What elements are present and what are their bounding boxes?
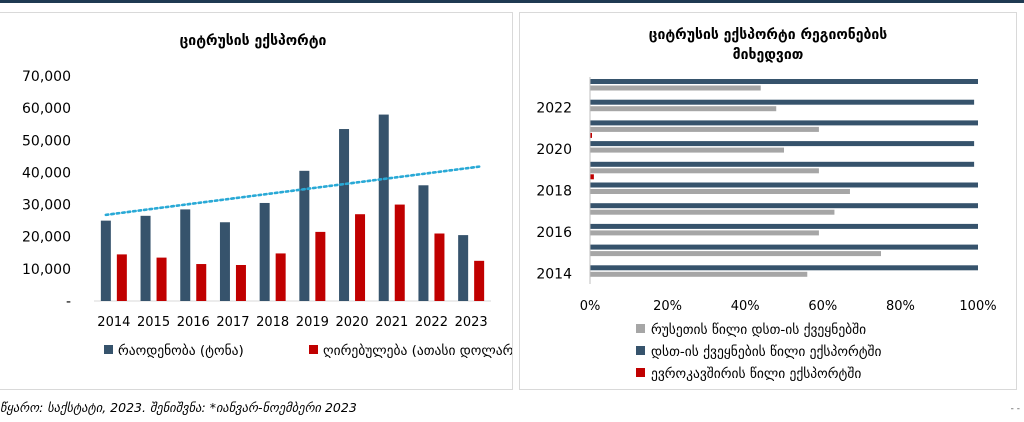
x-tick-label: 40% — [731, 299, 760, 314]
quantity-bar — [100, 220, 111, 301]
russia-share-bar — [590, 271, 808, 277]
y-tick-label: 70,000 — [22, 69, 71, 85]
quantity-bar — [378, 114, 389, 301]
x-tick-label: 2020 — [336, 315, 369, 330]
trend-line — [104, 165, 481, 217]
x-tick-label: 2017 — [216, 315, 249, 330]
quantity-bar — [180, 209, 191, 301]
x-tick-label: 2023 — [455, 315, 488, 330]
y-tick-label: 40,000 — [22, 165, 71, 181]
chart-title: ციტრუსის ექსპორტი — [180, 33, 327, 49]
x-tick-label: 2021 — [375, 315, 408, 330]
cis-share-bar — [590, 265, 978, 271]
x-tick-label: 2022 — [415, 315, 448, 330]
x-tick-label: 2016 — [177, 315, 210, 330]
value-bar — [474, 260, 485, 301]
y-tick-label: 2018 — [536, 184, 572, 200]
x-tick-label: 80% — [886, 299, 915, 314]
quantity-bar — [259, 202, 270, 301]
y-tick-label: 2014 — [536, 266, 572, 282]
value-bar — [355, 214, 366, 301]
y-tick-label: 2022 — [536, 101, 572, 117]
source-note: წყარო: საქსტატი, 2023. შენიშვნა: *იანვარ… — [0, 400, 357, 415]
y-tick-label: 2020 — [536, 142, 572, 158]
chart-title-line: მიხედვით — [733, 47, 804, 63]
russia-share-bar — [590, 251, 881, 257]
value-bar — [394, 204, 405, 301]
eu-share-bar — [590, 132, 592, 138]
russia-share-bar — [590, 85, 761, 91]
value-bar — [156, 257, 167, 301]
legend-eu-swatch — [636, 368, 645, 377]
cis-share-bar — [590, 161, 975, 167]
russia-share-bar — [590, 209, 835, 215]
cis-share-bar — [590, 141, 975, 147]
export-volume-chart-panel: ციტრუსის ექსპორტი - 10,000 20,000 30,000 40,0… — [0, 12, 513, 390]
russia-share-bar — [590, 126, 819, 132]
cis-share-bar — [590, 120, 978, 126]
russia-share-bar — [590, 189, 850, 194]
x-tick-label: 2018 — [256, 315, 289, 330]
value-bar — [116, 254, 127, 301]
value-bar — [196, 264, 207, 301]
value-bar — [315, 231, 326, 301]
russia-share-bar — [590, 147, 784, 153]
y-tick-label: - — [66, 294, 71, 310]
cis-share-bar — [590, 244, 978, 250]
russia-share-bar — [590, 230, 819, 236]
quantity-bar — [339, 129, 350, 301]
corner-mark: - - — [1010, 404, 1020, 414]
export-regions-chart: ციტრუსის ექსპორტი რეგიონების მიხედვით 2014… — [536, 27, 996, 382]
cis-share-bar — [590, 223, 978, 229]
quantity-bar — [219, 222, 230, 301]
value-bar — [235, 265, 246, 301]
legend-cis-label: დსთ-ის ქვეყნების წილი ექსპორტში — [651, 343, 882, 360]
x-tick-label: 2019 — [296, 315, 329, 330]
x-tick-label: 0% — [580, 299, 601, 314]
cis-share-bar — [590, 203, 978, 209]
y-tick-label: 2016 — [536, 225, 572, 241]
x-tick-label: 2014 — [97, 315, 130, 330]
y-tick-label: 30,000 — [22, 198, 71, 214]
russia-share-bar — [590, 106, 777, 112]
russia-share-bar — [590, 168, 819, 174]
x-tick-label: 2015 — [137, 315, 170, 330]
cis-share-bar — [590, 79, 978, 84]
chart-title-line: ციტრუსის ექსპორტი რეგიონების — [649, 27, 887, 43]
x-tick-label: 100% — [959, 299, 996, 314]
legend-quantity-swatch — [104, 345, 113, 354]
legend-value-label: ღირებულება (ათასი დოლარი) — [323, 342, 512, 359]
y-tick-label: 20,000 — [22, 230, 71, 246]
x-tick-label: 20% — [653, 299, 682, 314]
y-tick-label: 50,000 — [22, 133, 71, 149]
export-regions-chart-panel: ციტრუსის ექსპორტი რეგიონების მიხედვით 2014… — [519, 12, 1017, 390]
quantity-bar — [458, 235, 469, 301]
legend-quantity-label: რაოდენობა (ტონა) — [118, 342, 244, 359]
y-tick-label: 10,000 — [22, 262, 71, 278]
x-tick-label: 60% — [808, 299, 837, 314]
legend-eu-label: ევროკავშირის წილი ექსპორტში — [651, 365, 861, 382]
legend-value-swatch — [309, 345, 318, 354]
export-volume-chart: ციტრუსის ექსპორტი - 10,000 20,000 30,000 40,0… — [22, 33, 512, 359]
legend-russia-swatch — [636, 324, 645, 333]
top-rule — [0, 0, 1024, 3]
value-bar — [434, 233, 445, 301]
value-bar — [275, 253, 286, 301]
legend-cis-swatch — [636, 346, 645, 355]
quantity-bar — [418, 185, 429, 301]
eu-share-bar — [590, 174, 594, 180]
quantity-bar — [140, 215, 151, 301]
y-tick-label: 60,000 — [22, 101, 71, 117]
cis-share-bar — [590, 182, 978, 188]
cis-share-bar — [590, 99, 975, 105]
legend-russia-label: რუსეთის წილი დსთ-ის ქვეყნებში — [651, 321, 866, 338]
quantity-bar — [299, 170, 310, 301]
